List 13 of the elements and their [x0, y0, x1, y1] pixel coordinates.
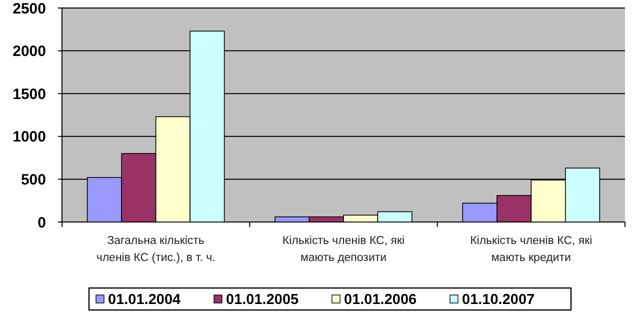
y-tick-label: 500: [20, 171, 46, 188]
y-tick-label: 0: [38, 214, 46, 232]
x-tick-label: Загальна кількість членів КС (тис.), в т. ч.: [96, 235, 216, 264]
y-tick-label: 2000: [12, 43, 46, 60]
y-tick-label: 1000: [12, 128, 46, 146]
legend-label: 01.01.2006: [344, 292, 417, 308]
x-tick-label: Кількість членів КС, які мають депозити: [282, 235, 405, 264]
legend-label: 01.01.2005: [226, 292, 299, 308]
legend-label: 01.10.2007: [462, 292, 535, 308]
y-tick-label: 2500: [12, 0, 46, 18]
legend-label: 01.01.2004: [108, 292, 181, 308]
x-tick-label: Кількість членів КС, які мають кредити: [470, 235, 592, 264]
y-tick-label: 1500: [12, 86, 46, 103]
